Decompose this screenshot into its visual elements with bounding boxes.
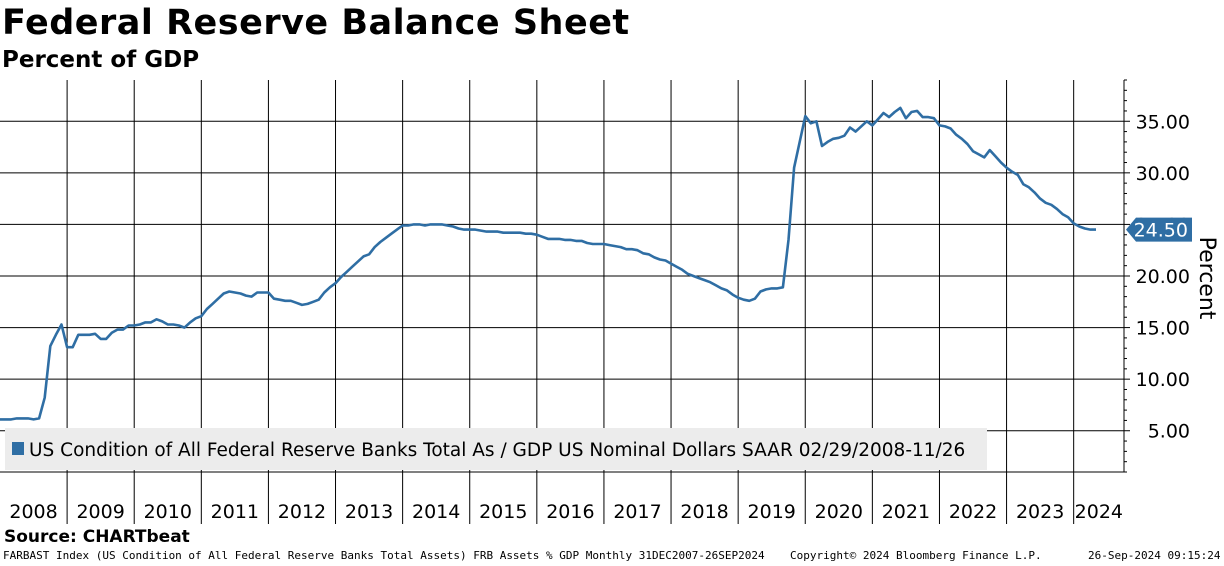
x-tick-label: 2010 [144,501,192,523]
x-tick-label: 2020 [815,501,863,523]
x-tick-label: 2014 [412,501,460,523]
y-tick-label: 5.00 [1148,421,1190,443]
legend-box [5,428,987,470]
source-label: Source: CHARTbeat [4,527,190,547]
chart-subtitle: Percent of GDP [2,47,200,73]
last-value-label: 24.50 [1134,220,1188,242]
x-tick-label: 2019 [748,501,796,523]
series-line [0,106,1096,421]
x-tick-label: 2016 [546,501,594,523]
x-tick-label: 2011 [211,501,259,523]
y-axis-title: Percent [1194,237,1219,320]
x-tick-label: 2018 [680,501,728,523]
x-tick-label: 2024 [1075,501,1123,523]
x-tick-label: 2021 [882,501,930,523]
x-tick-label: 2015 [479,501,527,523]
footer-index-description: FARBAST Index (US Condition of All Feder… [3,549,765,562]
y-tick-label: 35.00 [1136,111,1190,133]
footer-timestamp: 26-Sep-2024 09:15:24 [1088,549,1221,562]
x-tick-label: 2017 [613,501,661,523]
x-tick-label: 2023 [1016,501,1064,523]
legend-swatch [12,442,24,455]
legend-label: US Condition of All Federal Reserve Bank… [29,440,965,461]
y-tick-label: 10.00 [1136,369,1190,391]
y-tick-label: 20.00 [1136,266,1190,288]
y-tick-label: 30.00 [1136,163,1190,185]
y-tick-label: 15.00 [1136,318,1190,340]
x-tick-label: 2012 [278,501,326,523]
chart-title: Federal Reserve Balance Sheet [2,3,630,43]
x-tick-label: 2022 [949,501,997,523]
footer-copyright: Copyright© 2024 Bloomberg Finance L.P. [790,549,1042,562]
x-tick-label: 2009 [76,501,124,523]
x-tick-label: 2008 [9,501,57,523]
x-tick-label: 2013 [345,501,393,523]
last-value-marker [1126,217,1192,242]
